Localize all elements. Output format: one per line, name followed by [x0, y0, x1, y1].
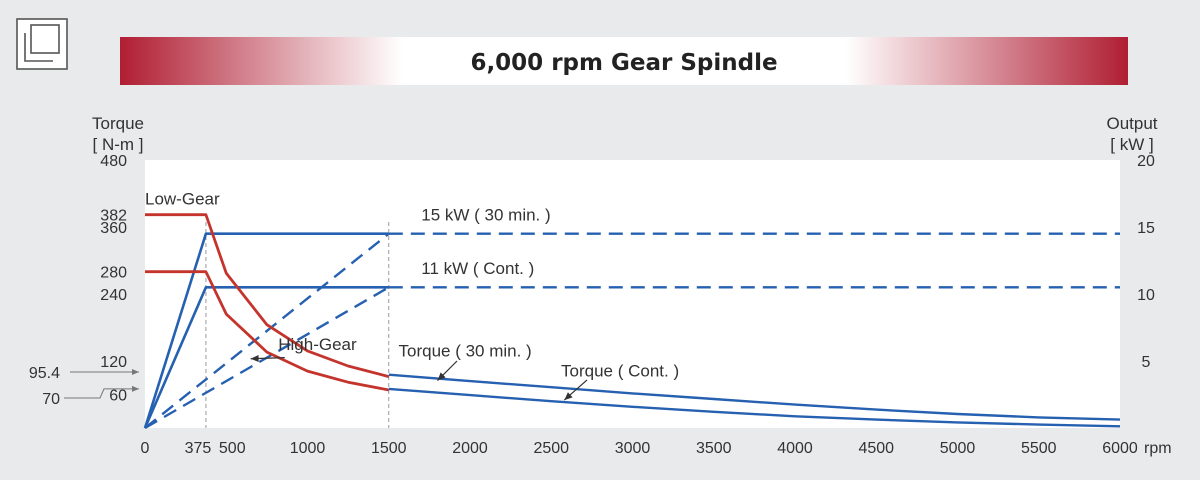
series-line-2 [143, 285, 389, 429]
left-outer-tick-pointer [64, 388, 139, 399]
left-tick-label: 280 [100, 265, 127, 282]
left-outer-tick-arrowhead [132, 369, 139, 375]
x-tick-label: 1000 [290, 440, 326, 457]
x-tick-label: 5500 [1021, 440, 1057, 457]
x-tick-label: 0 [141, 440, 150, 457]
left-tick-label: 480 [100, 153, 127, 170]
left-outer-tick-label: 95.4 [29, 365, 60, 382]
right-axis-title-line2: [ kW ] [1110, 135, 1153, 154]
x-tick-label: 3000 [615, 440, 651, 457]
x-tick-label: 2500 [533, 440, 569, 457]
x-tick-label: 375 [185, 440, 212, 457]
right-tick-label: 5 [1142, 354, 1151, 371]
x-tick-label: 500 [219, 440, 246, 457]
series-line-6 [145, 213, 390, 378]
plot-area [145, 160, 1120, 428]
x-tick-label: 4500 [858, 440, 894, 457]
series-annotation: 11 kW ( Cont. ) [421, 259, 534, 278]
left-tick-label: 120 [100, 354, 127, 371]
x-tick-label: 4000 [777, 440, 813, 457]
title-banner [120, 37, 1128, 85]
annotation-pointer-arrowhead [564, 392, 573, 401]
x-tick-label: 2000 [452, 440, 488, 457]
left-outer-tick-arrowhead [132, 385, 139, 392]
series-annotation: High-Gear [278, 335, 357, 354]
x-tick-label: 1500 [371, 440, 407, 457]
series-annotation: 15 kW ( 30 min. ) [421, 205, 550, 224]
right-tick-label: 10 [1137, 287, 1155, 304]
series-annotation: Low-Gear [145, 190, 220, 209]
annotation-pointer-arrowhead [250, 355, 259, 362]
x-tick-label: 6000 [1102, 440, 1138, 457]
series-line-9 [388, 387, 1121, 428]
series-line-7 [145, 270, 390, 392]
left-outer-tick-label: 70 [42, 391, 60, 408]
x-axis-unit: rpm [1144, 440, 1172, 457]
annotation-pointer-arrowhead [437, 372, 446, 381]
right-tick-label: 20 [1137, 153, 1155, 170]
window-restore-icon[interactable] [16, 18, 68, 70]
series-annotation: Torque ( 30 min. ) [399, 342, 532, 361]
series-line-8 [388, 373, 1121, 421]
x-tick-label: 3500 [696, 440, 732, 457]
right-axis-title-line1: Output [1106, 114, 1157, 133]
left-tick-label: 382 [100, 208, 127, 225]
left-axis-title-line2: [ N-m ] [93, 135, 144, 154]
left-tick-label: 60 [109, 388, 127, 405]
chart-title: 6,000 rpm Gear Spindle [470, 50, 777, 76]
left-axis-title-line1: Torque [92, 114, 144, 133]
series-annotation: Torque ( Cont. ) [561, 362, 679, 381]
right-tick-label: 15 [1137, 220, 1155, 237]
left-tick-label: 240 [100, 287, 127, 304]
x-tick-label: 5000 [940, 440, 976, 457]
series-line-0 [143, 232, 389, 429]
series-line-4 [144, 232, 390, 429]
left-tick-label: 360 [100, 220, 127, 237]
